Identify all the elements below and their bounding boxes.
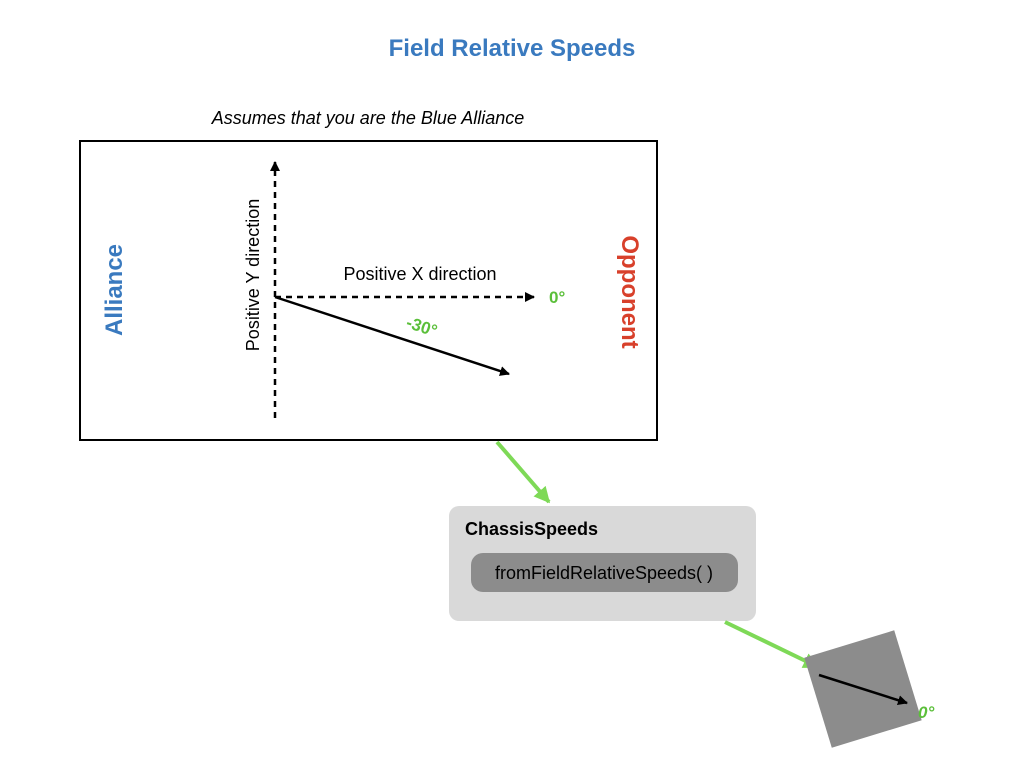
method-pill	[471, 553, 738, 592]
opponent-label: Opponent	[616, 235, 643, 348]
x-axis-label: Positive X direction	[343, 264, 496, 284]
field-subtitle: Assumes that you are the Blue Alliance	[211, 108, 525, 128]
alliance-label: Alliance	[101, 244, 128, 336]
flow-arrow-to-robot	[724, 620, 820, 669]
zero-angle-label: 0°	[549, 288, 565, 307]
velocity-vector-arrow	[274, 295, 510, 376]
flow-arrow-to-chassis	[495, 440, 551, 504]
field-box	[79, 140, 658, 441]
method-label: fromFieldRelativeSpeeds( )	[495, 563, 713, 583]
page-title: Field Relative Speeds	[389, 35, 636, 62]
robot-heading-arrow	[818, 673, 908, 706]
y-axis-label: Positive Y direction	[243, 199, 263, 351]
chassis-speeds-title: ChassisSpeeds	[465, 519, 598, 539]
robot-heading-label: 0°	[918, 703, 934, 722]
